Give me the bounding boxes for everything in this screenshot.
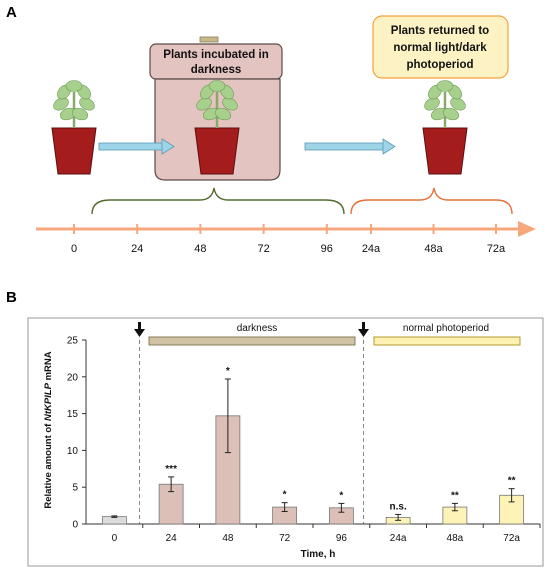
- down-arrow-icon: [358, 322, 369, 337]
- transition-arrow-2: [304, 138, 396, 155]
- significance-label: *: [339, 490, 343, 501]
- y-tick-label: 15: [67, 409, 79, 420]
- leaf: [79, 97, 95, 111]
- pot-shape: [194, 127, 240, 175]
- down-arrow-icon: [134, 322, 145, 337]
- photoperiod-band-label: normal photoperiod: [403, 323, 489, 334]
- return-box: Plants returned to normal light/dark pho…: [372, 15, 509, 79]
- leaf: [71, 107, 89, 121]
- x-tick-label: 96: [336, 533, 348, 544]
- leaf: [450, 97, 466, 111]
- leaf: [53, 97, 69, 111]
- x-tick-label: 24: [166, 533, 178, 544]
- transition-arrow-1: [98, 138, 175, 155]
- darkness-band: darkness: [148, 323, 356, 346]
- return-box-label-line2: normal light/dark: [393, 42, 487, 54]
- leaf: [214, 107, 232, 121]
- timeline-ticks: 0 24 48 72 96 24a 48a 72a: [71, 224, 506, 255]
- leaf: [196, 97, 212, 111]
- photoperiod-brace: [350, 187, 513, 215]
- panel-b-label: B: [6, 289, 17, 306]
- return-box-label-line3: photoperiod: [406, 59, 473, 71]
- leaf: [436, 80, 454, 92]
- leaf: [208, 80, 226, 92]
- significance-label: n.s.: [390, 501, 407, 512]
- y-tick-label: 25: [67, 336, 79, 347]
- bar: [499, 494, 525, 525]
- plant-icon: [194, 80, 240, 175]
- return-box-label-line1: Plants returned to: [391, 25, 489, 37]
- x-tick-label: 48a: [447, 533, 464, 544]
- leaf: [222, 97, 238, 111]
- pot-shape: [422, 127, 468, 175]
- darkness-brace: [91, 187, 345, 215]
- leaf: [65, 80, 83, 92]
- timeline-tick-label: 72a: [487, 243, 506, 255]
- significance-label: **: [508, 476, 516, 487]
- y-axis-label: Relative amount of NtKPILP mRNA: [43, 351, 54, 508]
- x-tick-label: 0: [112, 533, 118, 544]
- darkness-band-label: darkness: [237, 323, 278, 334]
- timeline-tick-label: 48a: [424, 243, 443, 255]
- y-tick-label: 10: [67, 446, 79, 457]
- timeline-tick-label: 24a: [362, 243, 381, 255]
- panel-a-label: A: [6, 4, 17, 21]
- x-tick-label: 72a: [503, 533, 520, 544]
- timeline-tick-label: 96: [321, 243, 333, 255]
- significance-label: **: [451, 490, 459, 501]
- significance-label: *: [283, 490, 287, 501]
- leaf: [424, 97, 440, 111]
- timeline-tick-label: 72: [257, 243, 269, 255]
- timeline-tick-label: 24: [131, 243, 143, 255]
- x-tick-label: 72: [279, 533, 291, 544]
- x-tick-label: 48: [222, 533, 234, 544]
- dark-box-label-line2: darkness: [191, 64, 242, 76]
- significance-label: ***: [165, 464, 177, 475]
- plant-icon: [422, 80, 468, 175]
- x-axis-label: Time, h: [301, 549, 336, 560]
- timeline: [36, 221, 536, 237]
- timeline-tick-label: 48: [194, 243, 206, 255]
- pot-shape: [51, 127, 97, 175]
- chart-frame: [27, 317, 544, 567]
- y-tick-label: 0: [72, 520, 78, 531]
- significance-label: *: [226, 366, 230, 377]
- bar-chart: 0 5 10 15 20 25 0 24 *** 48 * 72 * 96 * 24a n.s. 48a ** 72a…: [67, 336, 541, 544]
- y-tick-label: 5: [72, 483, 78, 494]
- x-tick-label: 24a: [390, 533, 407, 544]
- leaf: [442, 107, 460, 121]
- plant-icon: [51, 80, 97, 175]
- dark-box-label-line1: Plants incubated in: [163, 49, 268, 61]
- photoperiod-band: normal photoperiod: [373, 323, 521, 346]
- y-tick-label: 20: [67, 372, 79, 383]
- timeline-tick-label: 0: [71, 243, 77, 255]
